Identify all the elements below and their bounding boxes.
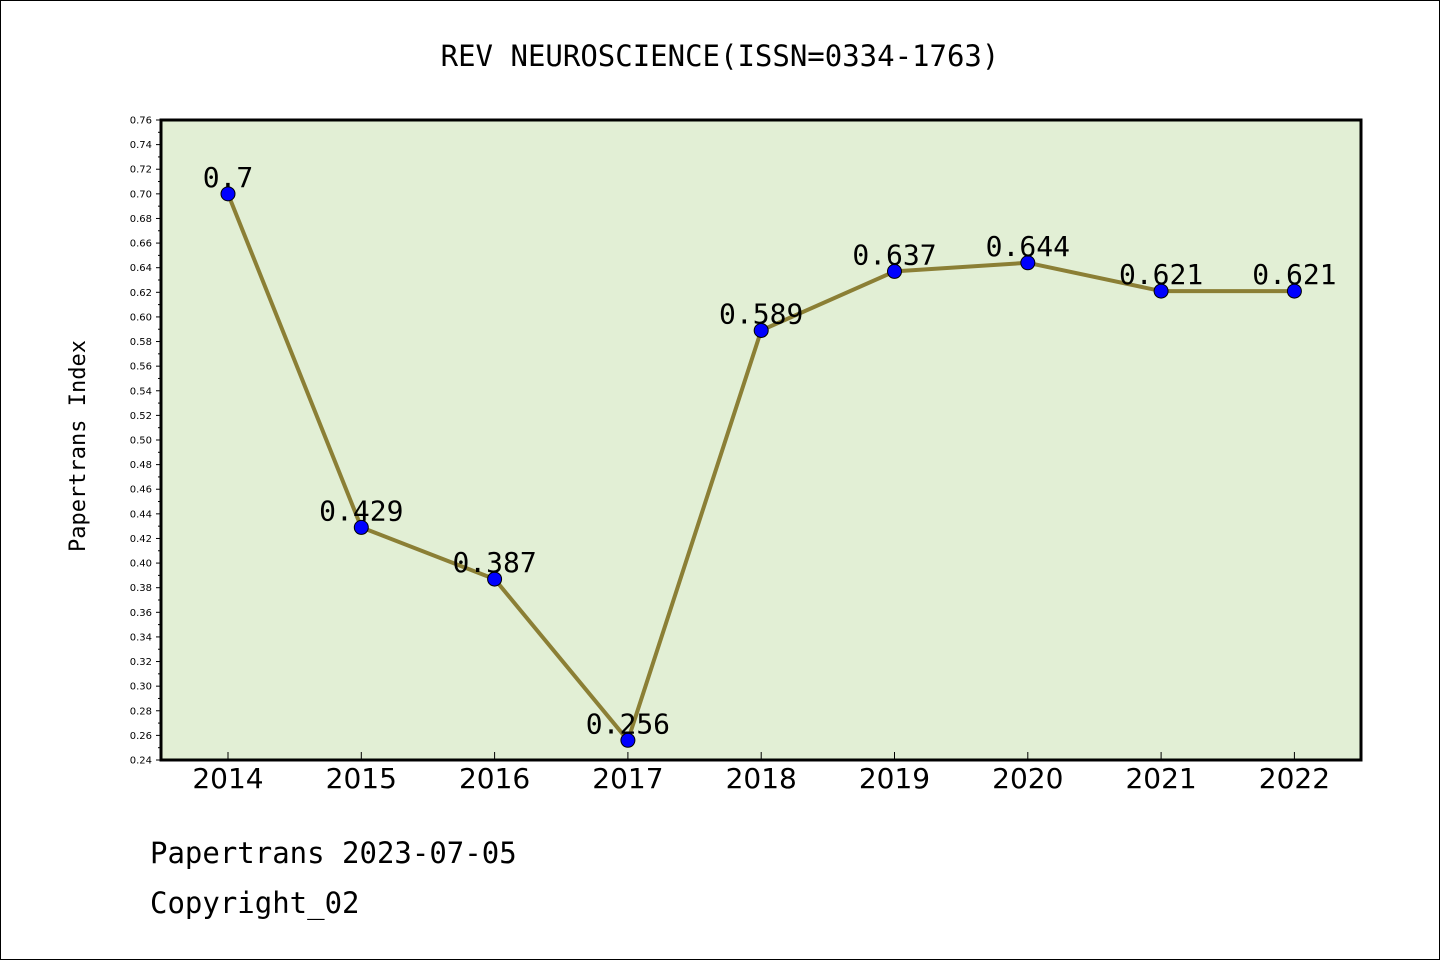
data-label: 0.7 (203, 161, 254, 194)
y-tick-label: 0.38 (130, 583, 152, 594)
x-axis: 2014 2015 2016 2017 2018 2019 2020 2021 2022 (192, 752, 1330, 795)
y-tick-label: 0.64 (130, 263, 152, 274)
y-tick-label: 0.68 (130, 214, 152, 225)
data-point (1286, 283, 1302, 299)
x-tick-label: 2014 (192, 762, 263, 795)
y-tick-label: 0.52 (130, 411, 152, 422)
y-tick-label: 0.30 (130, 682, 152, 693)
y-tick-label: 0.72 (130, 165, 152, 176)
footer-copyright: Copyright_02 (150, 886, 360, 920)
data-point (487, 571, 503, 587)
chart-title: REV NEUROSCIENCE(ISSN=0334-1763) (441, 39, 1000, 73)
y-tick-label: 0.32 (130, 657, 152, 668)
data-point (620, 732, 636, 748)
data-label: 0.387 (452, 546, 536, 579)
x-tick-label: 2021 (1125, 762, 1196, 795)
x-tick-label: 2015 (326, 762, 397, 795)
y-tick-label: 0.60 (130, 312, 152, 323)
data-label: 0.644 (986, 230, 1070, 263)
plot-area (161, 120, 1361, 760)
y-tick-label: 0.40 (130, 559, 152, 570)
data-label: 0.256 (586, 707, 670, 740)
footer-date: Papertrans 2023-07-05 (150, 836, 517, 870)
y-tick-label: 0.34 (130, 632, 152, 643)
data-point (353, 519, 369, 535)
y-tick-label: 0.24 (130, 756, 152, 767)
data-point (1020, 255, 1036, 271)
x-tick-label: 2017 (592, 762, 663, 795)
y-tick-label: 0.76 (130, 116, 152, 127)
data-label: 0.637 (852, 238, 936, 271)
y-tick-label: 0.26 (130, 731, 152, 742)
y-tick-label: 0.54 (130, 386, 152, 397)
y-tick-label: 0.58 (130, 337, 152, 348)
y-tick-label: 0.66 (130, 239, 152, 250)
x-tick-label: 2016 (459, 762, 530, 795)
data-labels: 0.7 0.429 0.387 0.256 0.589 0.637 0.644 0.621 0.… (203, 161, 1337, 740)
y-tick-label: 0.48 (130, 460, 152, 471)
data-point (887, 263, 902, 279)
data-label: 0.589 (719, 297, 803, 330)
y-tick-label: 0.28 (130, 706, 152, 717)
x-tick-label: 2022 (1259, 762, 1330, 795)
x-tick-label: 2018 (726, 762, 797, 795)
data-label: 0.621 (1119, 258, 1203, 291)
y-tick-label: 0.36 (130, 608, 152, 619)
y-tick-label: 0.42 (130, 534, 152, 545)
y-tick-label: 0.56 (130, 362, 152, 373)
x-tick-label: 2020 (992, 762, 1063, 795)
y-axis-label: Papertrans Index (66, 340, 91, 552)
data-markers (220, 186, 1302, 748)
plot-border (159, 118, 1363, 762)
y-tick-label: 0.50 (130, 436, 152, 447)
data-label: 0.621 (1252, 258, 1336, 291)
data-point (753, 322, 769, 338)
data-label: 0.429 (319, 494, 403, 527)
y-tick-label: 0.70 (130, 189, 152, 200)
y-tick-label: 0.62 (130, 288, 152, 299)
data-point (220, 186, 236, 202)
y-tick-label: 0.44 (130, 509, 152, 520)
y-tick-label: 0.46 (130, 485, 152, 496)
y-tick-label: 0.74 (130, 140, 152, 151)
data-point (1153, 283, 1169, 299)
x-tick-label: 2019 (859, 762, 930, 795)
y-axis: 0.24 0.26 0.28 0.30 0.32 0.34 0.36 0.38 0.40 0.42… (130, 116, 161, 767)
